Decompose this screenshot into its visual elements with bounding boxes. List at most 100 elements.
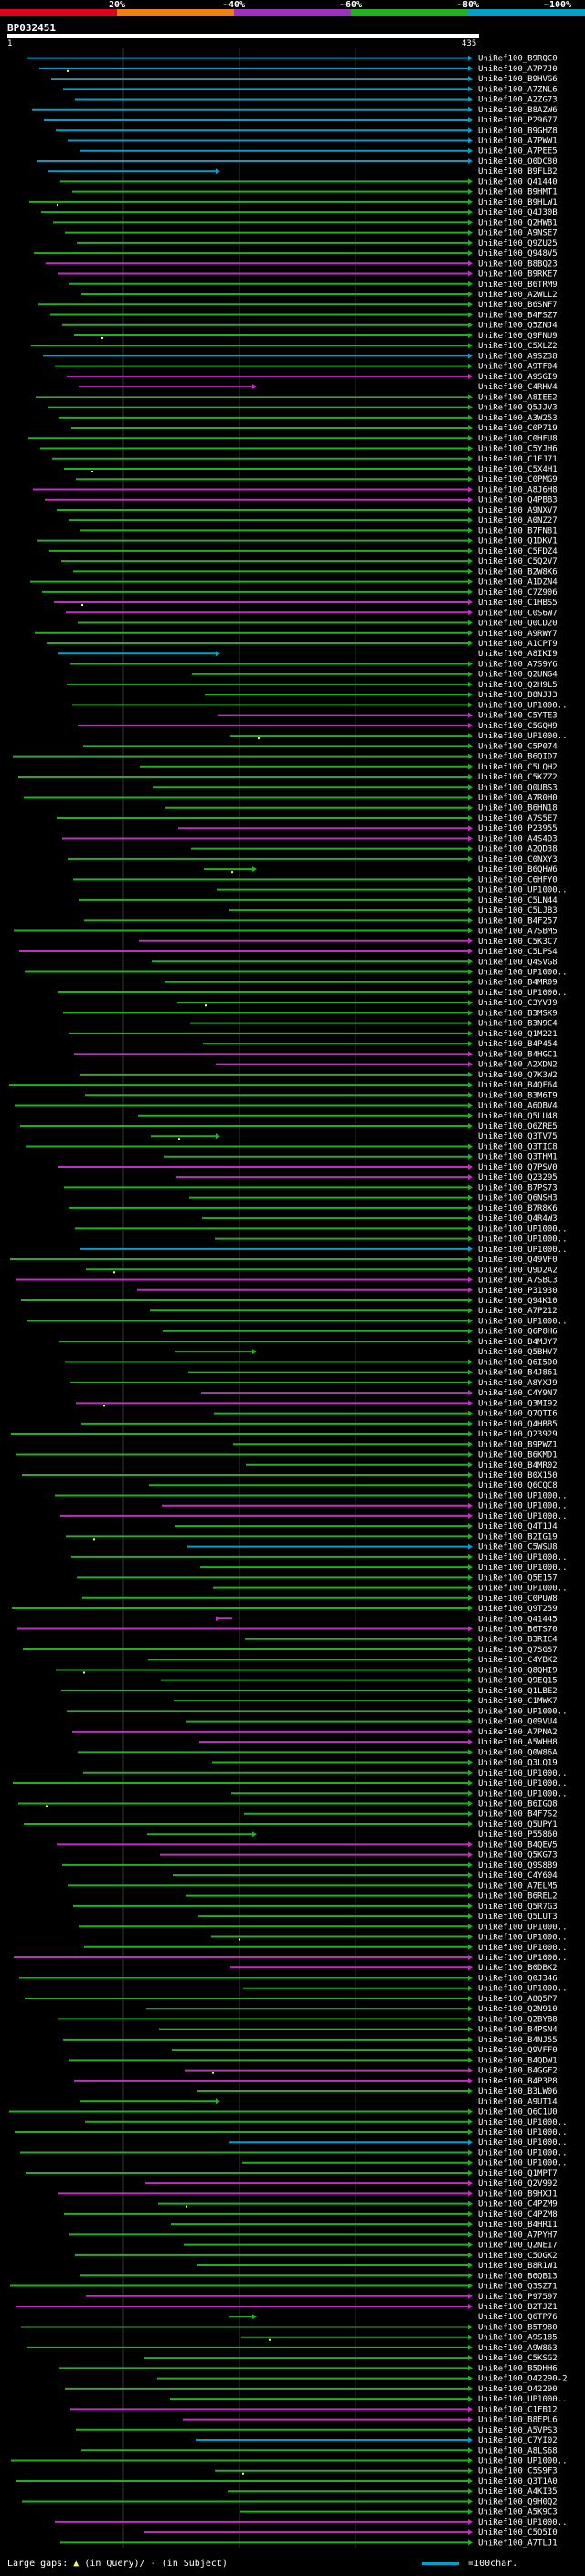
hit-label[interactable]: UniRef100_UP1000.. (478, 1235, 568, 1245)
hit-label[interactable]: UniRef100_UP1000.. (478, 1954, 568, 1963)
hit-label[interactable]: UniRef100_Q6C1U0 (478, 2108, 558, 2117)
hit-label[interactable]: UniRef100_B6KMD1 (478, 1451, 558, 1460)
hit-label[interactable]: UniRef100_Q23929 (478, 1430, 558, 1439)
hit-label[interactable]: UniRef100_UP1000.. (478, 1491, 568, 1500)
hit-label[interactable]: UniRef100_Q5R7G3 (478, 1903, 558, 1912)
hit-label[interactable]: UniRef100_C0PUW8 (478, 1595, 558, 1604)
hit-label[interactable]: UniRef100_A9W863 (478, 2344, 558, 2353)
hit-label[interactable]: UniRef100_UP1000.. (478, 2395, 568, 2404)
hit-label[interactable]: UniRef100_C0HFU8 (478, 434, 558, 443)
hit-label[interactable]: UniRef100_B4MJY7 (478, 1338, 558, 1347)
hit-label[interactable]: UniRef100_Q9T259 (478, 1605, 558, 1614)
hit-label[interactable]: UniRef100_Q0W86A (478, 1748, 558, 1757)
hit-label[interactable]: UniRef100_O42290 (478, 2385, 558, 2394)
hit-label[interactable]: UniRef100_Q5LUT3 (478, 1913, 558, 1922)
hit-label[interactable]: UniRef100_A9RWY7 (478, 630, 558, 639)
hit-label[interactable]: UniRef100_B4PSN4 (478, 2026, 558, 2035)
hit-label[interactable]: UniRef100_UP1000.. (478, 1934, 568, 1943)
hit-label[interactable]: UniRef100_Q3MI92 (478, 1399, 558, 1408)
hit-label[interactable]: UniRef100_UP1000.. (478, 2518, 568, 2528)
hit-label[interactable]: UniRef100_B0DBK2 (478, 1964, 558, 1973)
hit-label[interactable]: UniRef100_Q9VFF0 (478, 2046, 558, 2055)
hit-label[interactable]: UniRef100_Q2HWB1 (478, 218, 558, 228)
hit-label[interactable]: UniRef100_Q9FNU9 (478, 332, 558, 341)
hit-label[interactable]: UniRef100_B3MSK9 (478, 1009, 558, 1018)
hit-label[interactable]: UniRef100_A3W253 (478, 414, 558, 423)
hit-label[interactable]: UniRef100_B4GGF2 (478, 2067, 558, 2076)
hit-label[interactable]: UniRef100_A8J6H8 (478, 485, 558, 494)
hit-label[interactable]: UniRef100_UP1000.. (478, 968, 568, 977)
hit-label[interactable]: UniRef100_Q6CQC8 (478, 1481, 558, 1490)
hit-label[interactable]: UniRef100_C5S9F3 (478, 2467, 558, 2476)
hit-label[interactable]: UniRef100_B4HR11 (478, 2221, 558, 2230)
hit-label[interactable]: UniRef100_B6HN18 (478, 804, 558, 813)
hit-label[interactable]: UniRef100_A9NXV7 (478, 506, 558, 515)
hit-label[interactable]: UniRef100_C5KZZ2 (478, 773, 558, 782)
hit-label[interactable]: UniRef100_B7R8K6 (478, 1204, 558, 1214)
hit-label[interactable]: UniRef100_A9TF04 (478, 363, 558, 372)
hit-label[interactable]: UniRef100_A7SBC3 (478, 1277, 558, 1286)
hit-label[interactable]: UniRef100_B4FSZ7 (478, 311, 558, 320)
hit-label[interactable]: UniRef100_A2QD38 (478, 845, 558, 854)
hit-label[interactable]: UniRef100_C0NXY3 (478, 855, 558, 864)
hit-label[interactable]: UniRef100_UP1000.. (478, 2118, 568, 2127)
hit-label[interactable]: UniRef100_A8LS68 (478, 2446, 558, 2455)
hit-label[interactable]: UniRef100_C3YVJ9 (478, 999, 558, 1008)
hit-label[interactable]: UniRef100_Q3TV75 (478, 1132, 558, 1141)
hit-label[interactable]: UniRef100_Q0J346 (478, 1974, 558, 1983)
hit-label[interactable]: UniRef100_Q3SZ71 (478, 2283, 558, 2292)
hit-label[interactable]: UniRef100_A5K9C3 (478, 2508, 558, 2518)
hit-label[interactable]: UniRef100_C5OGK2 (478, 2252, 558, 2261)
hit-label[interactable]: UniRef100_UP1000.. (478, 1769, 568, 1778)
hit-label[interactable]: UniRef100_C5GQH9 (478, 722, 558, 731)
hit-label[interactable]: UniRef100_Q09VU4 (478, 1718, 558, 1727)
hit-label[interactable]: UniRef100_B7FN81 (478, 526, 558, 535)
hit-label[interactable]: UniRef100_A7P212 (478, 1307, 558, 1316)
hit-label[interactable]: UniRef100_C4YBK2 (478, 1656, 558, 1665)
hit-label[interactable]: UniRef100_Q2V992 (478, 2179, 558, 2189)
hit-label[interactable]: UniRef100_A5VPS3 (478, 2426, 558, 2435)
hit-label[interactable]: UniRef100_A7R0H0 (478, 794, 558, 803)
hit-label[interactable]: UniRef100_A9S185 (478, 2334, 558, 2343)
hit-label[interactable]: UniRef100_Q3T1A0 (478, 2477, 558, 2486)
hit-label[interactable]: UniRef100_C5O5I0 (478, 2528, 558, 2538)
hit-label[interactable]: UniRef100_Q6P8H6 (478, 1328, 558, 1337)
hit-label[interactable]: UniRef100_Q4SVG8 (478, 958, 558, 967)
hit-label[interactable]: UniRef100_A7P7J0 (478, 65, 558, 74)
hit-label[interactable]: UniRef100_Q4R4W3 (478, 1214, 558, 1224)
hit-label[interactable]: UniRef100_Q9H0Q2 (478, 2497, 558, 2507)
hit-label[interactable]: UniRef100_A4KI35 (478, 2487, 558, 2496)
hit-label[interactable]: UniRef100_Q2H9L5 (478, 681, 558, 690)
hit-label[interactable]: UniRef100_C1FJ71 (478, 455, 558, 464)
hit-label[interactable]: UniRef100_C5YTE3 (478, 712, 558, 721)
hit-label[interactable]: UniRef100_A7ELM5 (478, 1882, 558, 1891)
hit-label[interactable]: UniRef100_UP1000.. (478, 1502, 568, 1511)
hit-label[interactable]: UniRef100_A5WHH8 (478, 1738, 558, 1747)
hit-label[interactable]: UniRef100_Q9EQ15 (478, 1677, 558, 1686)
hit-label[interactable]: UniRef100_B8EPL6 (478, 2416, 558, 2425)
hit-label[interactable]: UniRef100_B9PWZ1 (478, 1440, 558, 1449)
hit-label[interactable]: UniRef100_Q5KG73 (478, 1851, 558, 1860)
hit-label[interactable]: UniRef100_UP1000.. (478, 1224, 568, 1234)
hit-label[interactable]: UniRef100_B9RQC0 (478, 55, 558, 64)
hit-label[interactable]: UniRef100_B9HMT1 (478, 188, 558, 197)
hit-label[interactable]: UniRef100_UP1000.. (478, 2128, 568, 2137)
hit-label[interactable]: UniRef100_B9GHZ8 (478, 126, 558, 135)
hit-label[interactable]: UniRef100_A8Q5P7 (478, 1995, 558, 2004)
hit-label[interactable]: UniRef100_B6QHW6 (478, 865, 558, 875)
hit-label[interactable]: UniRef100_Q5UPY1 (478, 1820, 558, 1829)
hit-label[interactable]: UniRef100_C5KSG2 (478, 2354, 558, 2363)
hit-label[interactable]: UniRef100_Q2NE17 (478, 2242, 558, 2251)
hit-label[interactable]: UniRef100_Q3LQ19 (478, 1759, 558, 1768)
hit-label[interactable]: UniRef100_B7PS73 (478, 1183, 558, 1193)
hit-label[interactable]: UniRef100_Q9ZU25 (478, 239, 558, 249)
hit-label[interactable]: UniRef100_B5DHH6 (478, 2364, 558, 2373)
hit-label[interactable]: UniRef100_P29677 (478, 116, 558, 125)
hit-label[interactable]: UniRef100_B4QDW1 (478, 2056, 558, 2065)
hit-label[interactable]: UniRef100_Q5E157 (478, 1574, 558, 1583)
hit-label[interactable]: UniRef100_P97597 (478, 2293, 558, 2302)
hit-label[interactable]: UniRef100_Q1MPT7 (478, 2169, 558, 2178)
hit-label[interactable]: UniRef100_A7TLJ1 (478, 2539, 558, 2548)
hit-label[interactable]: UniRef100_A4S4D3 (478, 834, 558, 843)
hit-label[interactable]: UniRef100_B4HGC1 (478, 1050, 558, 1059)
